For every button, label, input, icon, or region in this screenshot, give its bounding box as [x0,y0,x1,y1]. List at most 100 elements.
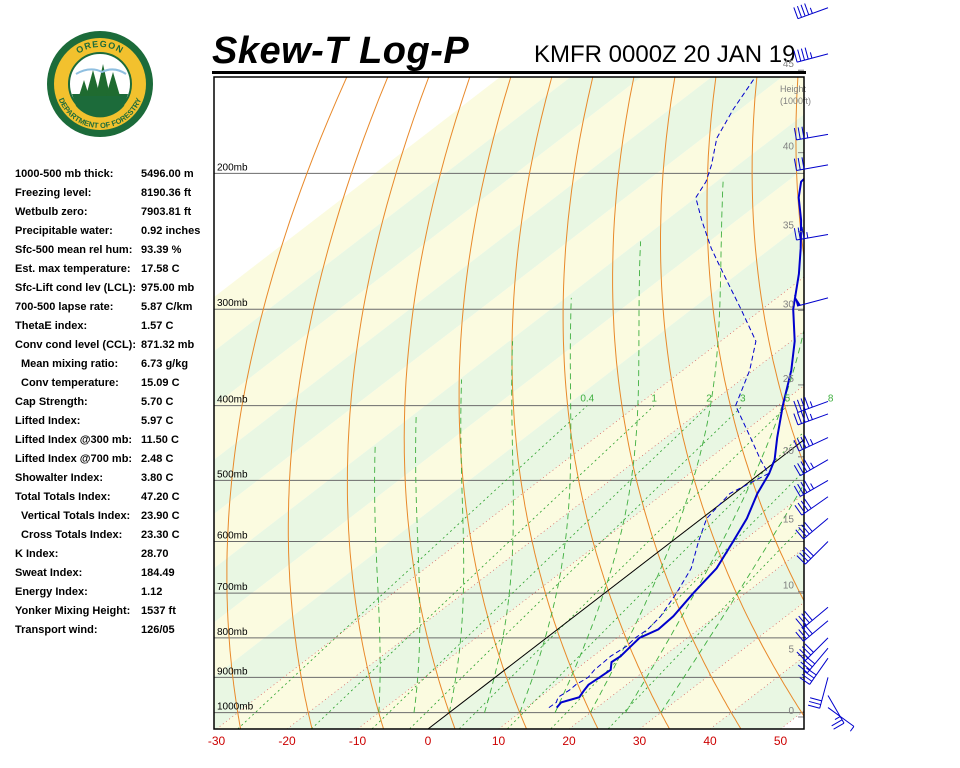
wind-barb-feather [798,629,807,640]
isobar-label: 200mb [217,162,248,173]
index-label: Lifted Index @300 mb: [15,434,133,446]
wind-barb-feather [804,547,814,557]
wind-barb-staff [796,233,829,241]
wind-barb-staff [801,496,829,516]
wind-barb-feather [803,498,812,509]
index-row: Showalter Index: 3.80 C [15,472,215,491]
x-tick-label: -30 [208,734,226,748]
wind-barb-staff [809,657,829,685]
dry-adiabat [226,77,348,729]
height-axis-label: 5 [788,644,794,655]
isotherm-band [216,277,804,729]
index-label: Cross Totals Index: [21,529,123,541]
isotherm-band [214,168,804,677]
index-value: 5.87 C/km [141,301,193,313]
wind-barb-feather [796,5,803,18]
wind-barb-half-feather [834,716,841,720]
isotherm-band [287,331,804,729]
wind-barb-feather [801,524,810,535]
index-value: 6.73 g/kg [141,358,189,370]
isobar-label: 300mb [217,298,248,309]
index-value: 3.80 C [141,472,174,484]
wind-barb-feather [797,664,808,674]
wind-barb-feather [801,626,810,637]
index-label: 1000-500 mb thick: [15,168,114,180]
dry-adiabat [839,77,960,729]
index-value: 7903.81 ft [141,206,192,218]
index-row: Est. max temperature: 17.58 C [15,263,215,282]
wind-barb [827,707,855,732]
wind-barb-feather [801,646,812,656]
index-row: Lifted Index @700 mb: 2.48 C [15,453,215,472]
isobar-label: 1000mb [217,702,254,713]
wind-barb-feather [803,670,815,679]
wind-barb-feather [793,485,801,497]
wind-barb-half-feather [849,726,855,732]
index-value: 2.48 C [141,453,174,465]
wind-barb-feather [797,502,806,514]
x-tick-label: 50 [774,734,788,748]
wind-barb [793,126,829,141]
wind-barb-feather [807,704,820,709]
dry-adiabat [706,77,804,602]
mixing-ratio-line [371,405,710,729]
index-label: ThetaE index: [15,320,88,332]
isotherm-band [214,114,804,623]
index-value: 1537 ft [141,605,176,617]
dry-adiabat [612,77,742,729]
index-label: Precipitable water: [15,225,113,237]
x-tick-label: -10 [349,734,367,748]
wind-barb-staff [796,297,829,307]
index-value: 871.32 mb [141,339,195,351]
wind-barb-feather [793,158,797,171]
wind-barb [796,541,829,565]
moist-adiabat [589,181,724,713]
index-value: 47.20 C [141,491,180,503]
wind-barb-staff [796,133,829,141]
wind-barb [793,396,829,413]
dry-adiabat [921,77,960,729]
wind-barb-half-feather [809,7,813,14]
index-label: Mean mixing ratio: [21,358,119,370]
wind-barb-half-feather [806,232,809,239]
wind-barb-feather [801,126,805,139]
wind-barb-feather [799,552,809,562]
index-value: 15.09 C [141,377,180,389]
wind-barb-feather [793,440,800,452]
height-axis-label: 35 [783,221,795,232]
height-axis-label: 30 [783,299,795,310]
oregon-forestry-logo: OREGON DEPARTMENT OF FORESTRY [47,31,153,137]
dewpoint-trace [548,77,770,709]
wind-barb-staff [798,437,829,452]
wind-barb-half-feather [806,131,809,138]
dry-adiabat [287,77,389,729]
index-value: 5.97 C [141,415,174,427]
isobar-label: 400mb [217,395,248,406]
height-axis-label: 25 [783,374,795,385]
wind-barb-feather [800,500,809,511]
index-row: Precipitable water: 0.92 inches [15,225,215,244]
index-row: Sweat Index: 184.49 [15,567,215,586]
index-value: 11.50 C [141,434,179,446]
index-row: 1000-500 mb thick: 5496.00 m [15,168,215,187]
wind-barb-feather [804,3,810,15]
wind-barb-staff [803,517,829,540]
wind-barb [793,459,829,477]
wind-barb-feather [801,549,812,560]
wind-barb-feather [804,610,813,621]
dry-adiabat [660,77,804,718]
mixing-ratio-label: 1 [651,394,657,405]
moist-adiabat [374,445,381,713]
height-axis-label: 45 [783,59,795,70]
isobar-label: 800mb [217,627,248,638]
mixing-ratio-line [550,470,804,729]
wind-barb-feather [803,459,811,471]
wind-barb-staff [803,606,829,629]
moist-adiabat [484,341,514,713]
stability-indices-panel: 1000-500 mb thick: 5496.00 m Freezing leve… [15,168,215,643]
wind-barb-feather [795,631,804,642]
wind-barb-feather [800,436,807,449]
height-axis-label: 15 [783,514,795,525]
wind-barb [793,3,829,20]
index-label: K Index: [15,548,59,560]
